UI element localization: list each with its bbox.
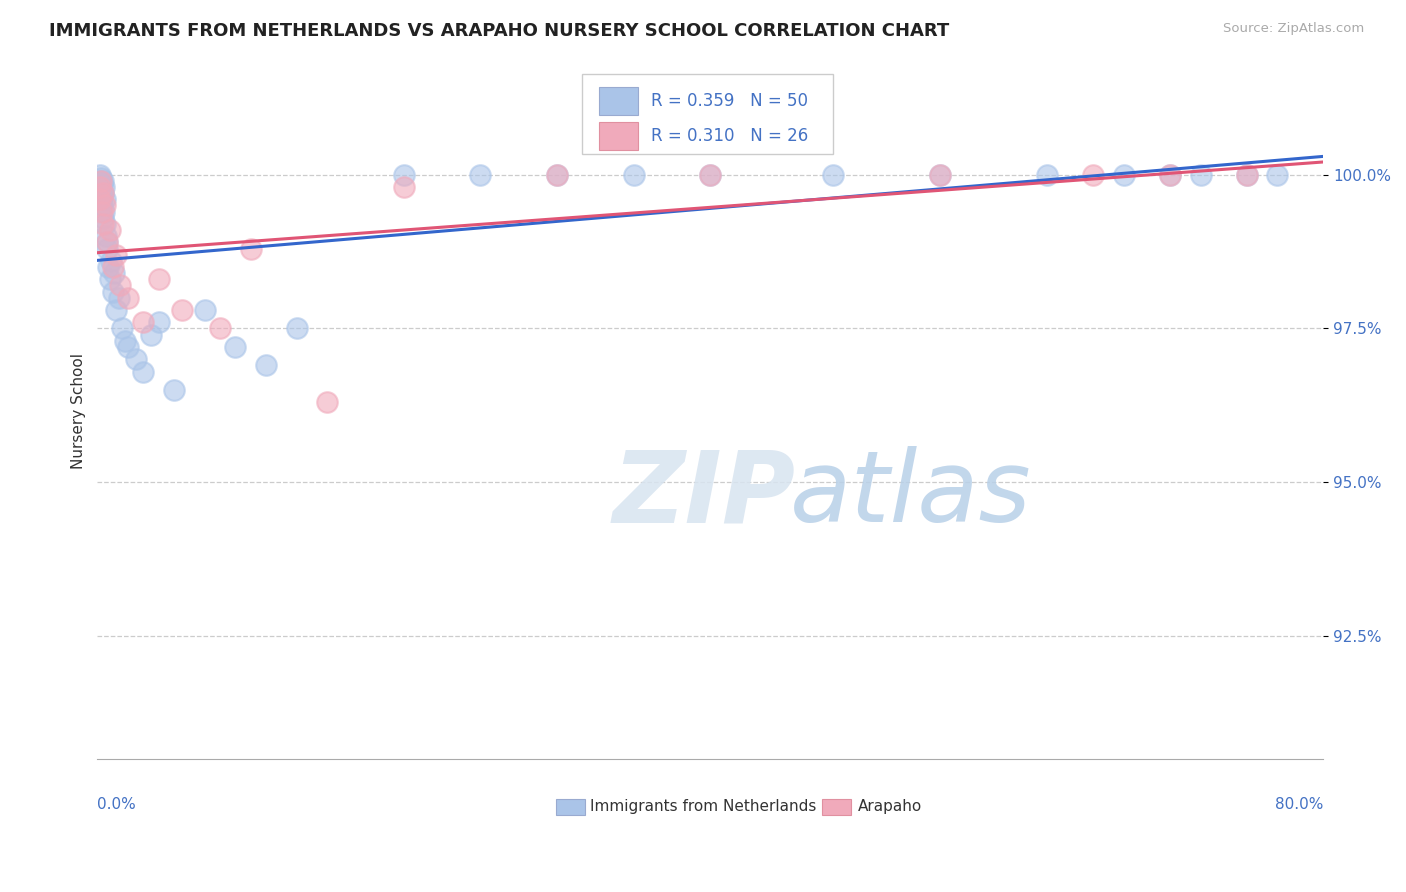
- Point: [89, 168, 111, 182]
- Point: [139, 327, 162, 342]
- Point: [1159, 168, 1181, 182]
- Point: [392, 168, 415, 182]
- Point: [93, 180, 115, 194]
- Point: [546, 168, 568, 182]
- Y-axis label: Nursery School: Nursery School: [72, 353, 86, 469]
- Point: [132, 315, 155, 329]
- Point: [1189, 168, 1212, 182]
- Text: ZIP: ZIP: [612, 446, 796, 543]
- Point: [94, 192, 117, 206]
- FancyBboxPatch shape: [823, 798, 851, 815]
- Point: [699, 168, 721, 182]
- Point: [1112, 168, 1135, 182]
- Point: [91, 204, 114, 219]
- Point: [107, 291, 129, 305]
- Point: [97, 260, 120, 274]
- Point: [101, 285, 124, 299]
- Point: [1159, 168, 1181, 182]
- Point: [1083, 168, 1105, 182]
- Text: atlas: atlas: [790, 446, 1032, 543]
- FancyBboxPatch shape: [555, 798, 585, 815]
- Point: [96, 235, 118, 250]
- Text: 0.0%: 0.0%: [97, 797, 136, 812]
- Point: [148, 315, 170, 329]
- Point: [90, 186, 112, 201]
- Point: [546, 168, 568, 182]
- Point: [91, 211, 114, 225]
- Text: Arapaho: Arapaho: [858, 799, 922, 814]
- Point: [89, 174, 111, 188]
- FancyBboxPatch shape: [599, 87, 638, 115]
- Point: [110, 278, 132, 293]
- Point: [208, 321, 231, 335]
- Point: [93, 217, 115, 231]
- Point: [104, 303, 127, 318]
- Point: [104, 248, 127, 262]
- Point: [148, 272, 170, 286]
- Point: [91, 174, 114, 188]
- Point: [89, 180, 111, 194]
- Point: [699, 168, 721, 182]
- Point: [98, 223, 121, 237]
- Point: [91, 177, 114, 191]
- Point: [93, 186, 115, 201]
- Text: R = 0.359   N = 50: R = 0.359 N = 50: [651, 92, 808, 111]
- Point: [89, 180, 111, 194]
- Point: [1036, 168, 1059, 182]
- Point: [117, 291, 139, 305]
- Point: [91, 186, 114, 201]
- Point: [254, 359, 277, 373]
- Point: [623, 168, 645, 182]
- Point: [170, 303, 193, 318]
- Point: [111, 321, 134, 335]
- Point: [929, 168, 952, 182]
- Point: [90, 192, 112, 206]
- Point: [91, 198, 114, 212]
- Point: [132, 365, 155, 379]
- Point: [93, 204, 115, 219]
- Point: [239, 242, 262, 256]
- Text: Source: ZipAtlas.com: Source: ZipAtlas.com: [1223, 22, 1364, 36]
- Point: [1265, 168, 1288, 182]
- Point: [392, 180, 415, 194]
- Point: [163, 383, 186, 397]
- Point: [98, 272, 121, 286]
- Point: [101, 260, 124, 274]
- Point: [96, 242, 118, 256]
- Point: [96, 235, 118, 250]
- Point: [1236, 168, 1258, 182]
- Point: [100, 253, 122, 268]
- Point: [94, 229, 117, 244]
- Point: [93, 217, 115, 231]
- Point: [89, 192, 111, 206]
- Text: R = 0.310   N = 26: R = 0.310 N = 26: [651, 128, 808, 145]
- Point: [114, 334, 136, 348]
- Point: [470, 168, 492, 182]
- Point: [224, 340, 246, 354]
- Text: Immigrants from Netherlands: Immigrants from Netherlands: [591, 799, 817, 814]
- Point: [117, 340, 139, 354]
- Point: [103, 266, 125, 280]
- Point: [821, 168, 844, 182]
- Point: [285, 321, 308, 335]
- Point: [316, 395, 339, 409]
- Point: [94, 198, 117, 212]
- Text: IMMIGRANTS FROM NETHERLANDS VS ARAPAHO NURSERY SCHOOL CORRELATION CHART: IMMIGRANTS FROM NETHERLANDS VS ARAPAHO N…: [49, 22, 949, 40]
- Point: [929, 168, 952, 182]
- Point: [90, 174, 112, 188]
- Point: [90, 170, 112, 185]
- Point: [1236, 168, 1258, 182]
- Point: [124, 352, 146, 367]
- FancyBboxPatch shape: [582, 75, 832, 154]
- FancyBboxPatch shape: [599, 122, 638, 150]
- Text: 80.0%: 80.0%: [1275, 797, 1323, 812]
- Point: [194, 303, 217, 318]
